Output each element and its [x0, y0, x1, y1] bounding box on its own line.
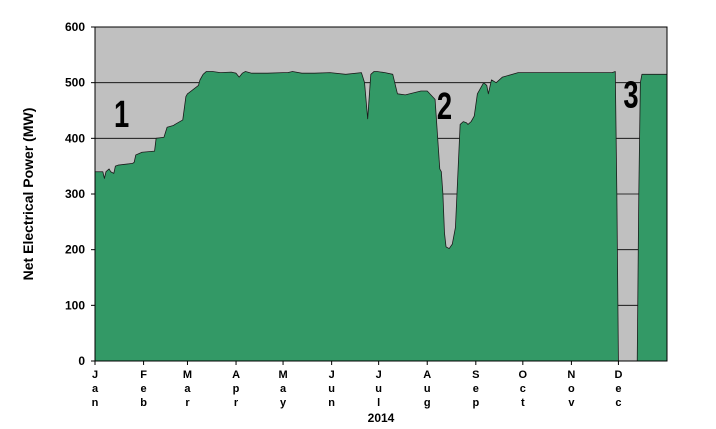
annotation-label: 2 [437, 86, 452, 128]
y-tick-label: 600 [65, 20, 85, 34]
net-power-area [94, 71, 668, 362]
annotation-label: 3 [623, 74, 638, 116]
x-axis-label: 2014 [368, 411, 395, 425]
y-tick-label: 500 [65, 76, 85, 90]
y-tick-label: 200 [65, 243, 85, 257]
annotations: 1 2 3 [114, 74, 639, 136]
y-tick-label: 400 [65, 131, 85, 145]
y-axis-label: Net Electrical Power (MW) [20, 108, 36, 281]
annotation-label: 1 [114, 94, 129, 136]
y-tick-label: 300 [65, 187, 85, 201]
y-axis-ticks: 0 100 200 300 400 500 600 [65, 20, 95, 368]
y-tick-label: 100 [65, 298, 85, 312]
y-tick-label: 0 [78, 354, 85, 368]
